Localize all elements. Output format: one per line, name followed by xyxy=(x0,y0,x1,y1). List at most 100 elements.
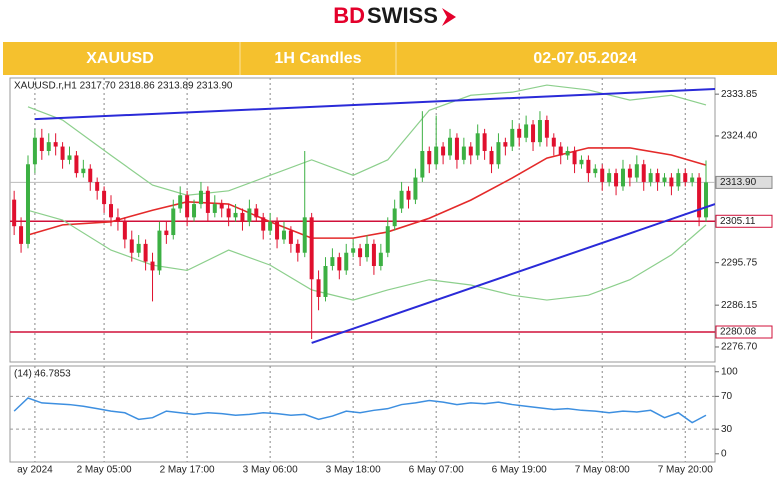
candle-body xyxy=(344,252,349,271)
candle-body xyxy=(655,173,660,182)
candle-body xyxy=(81,168,86,174)
candle-body xyxy=(115,217,120,222)
candle-body xyxy=(67,155,72,160)
candle-body xyxy=(261,217,266,231)
candle-body xyxy=(427,150,432,165)
logo-chevron xyxy=(442,8,456,26)
candle-body xyxy=(309,217,314,280)
current-price-box xyxy=(715,175,773,189)
candle-body xyxy=(461,146,466,160)
candle-body xyxy=(164,230,169,236)
candle-body xyxy=(572,150,577,165)
candle-body xyxy=(648,173,653,182)
candle-body xyxy=(109,204,114,218)
candle-body xyxy=(683,173,688,182)
candle-body xyxy=(558,146,563,156)
x-tick-label: 6 May 07:00 xyxy=(409,465,464,476)
candle-body xyxy=(704,182,709,218)
candle-body xyxy=(378,252,383,267)
y-tick-label: 70 xyxy=(721,391,733,402)
candle-body xyxy=(392,208,397,227)
candle-body xyxy=(441,146,446,156)
y-tick-label: 2333.85 xyxy=(721,89,758,100)
candle-body xyxy=(468,146,473,156)
candle-body xyxy=(641,164,646,182)
candle-body xyxy=(219,204,224,209)
candle-body xyxy=(302,217,307,253)
level-label-box xyxy=(715,214,773,228)
candle-body xyxy=(129,239,134,253)
candle-body xyxy=(489,150,494,165)
candle-body xyxy=(60,146,65,160)
candle-body xyxy=(330,257,335,267)
candle-body xyxy=(371,243,376,267)
candle-body xyxy=(53,142,58,147)
candle-body xyxy=(358,248,363,258)
y-tick-label: 0 xyxy=(721,448,727,459)
rsi-line xyxy=(13,397,707,424)
candle-body xyxy=(351,248,356,253)
candle-body xyxy=(19,226,24,244)
candle-body xyxy=(178,195,183,209)
candle-body xyxy=(74,155,79,174)
candle-body xyxy=(281,230,286,240)
candle-body xyxy=(88,168,93,182)
candle-body xyxy=(413,177,418,200)
candle-body xyxy=(102,190,107,205)
candle-body xyxy=(496,142,501,165)
x-tick-label: 7 May 08:00 xyxy=(575,465,630,476)
candle-body xyxy=(669,177,674,187)
level-label-box xyxy=(715,325,773,339)
candle-body xyxy=(510,128,515,147)
candle-body xyxy=(25,164,30,244)
candle-body xyxy=(600,168,605,182)
candle-body xyxy=(95,181,100,191)
candle-body xyxy=(565,150,570,156)
candle-body xyxy=(524,124,529,138)
candle-body xyxy=(185,195,190,218)
candle-body xyxy=(551,137,556,147)
candle-body xyxy=(531,124,536,143)
candle-body xyxy=(475,133,480,156)
current-price-label: 2313.90 xyxy=(720,177,757,188)
candle-body xyxy=(448,137,453,156)
y-tick-label: 2324.40 xyxy=(721,131,758,142)
rsi-panel-frame xyxy=(9,365,716,463)
candle-body xyxy=(399,190,404,209)
candle-body xyxy=(295,243,300,253)
price-panel-title: XAUUSD.r,H1 2317.70 2318.86 2313.89 2313… xyxy=(14,81,233,92)
candle-body xyxy=(620,168,625,187)
candle-body xyxy=(268,221,273,231)
candle-body xyxy=(136,243,141,253)
candle-body xyxy=(634,164,639,178)
candle-body xyxy=(420,150,425,178)
candle-body xyxy=(337,257,342,271)
candle-body xyxy=(12,199,17,227)
candle-body xyxy=(697,177,702,218)
candle-body xyxy=(143,243,148,262)
level-label: 2305.11 xyxy=(720,216,756,227)
candle-body xyxy=(607,173,612,182)
candle-body xyxy=(544,120,549,138)
x-tick-label: 7 May 20:00 xyxy=(658,465,713,476)
banner-dates: 02-07.05.2024 xyxy=(533,50,636,67)
y-tick-label: 30 xyxy=(721,424,733,435)
candle-body xyxy=(676,173,681,187)
candle-body xyxy=(171,208,176,236)
y-tick-label: 2276.70 xyxy=(721,342,758,353)
candle-body xyxy=(690,177,695,182)
candle-body xyxy=(275,221,280,240)
candle-body xyxy=(406,190,411,200)
candle-body xyxy=(316,279,321,297)
y-tick-label: 2286.15 xyxy=(721,300,758,311)
candle-body xyxy=(39,137,44,151)
candle-body xyxy=(254,208,259,218)
x-tick-label: 3 May 06:00 xyxy=(243,465,298,476)
rsi-plot xyxy=(10,366,715,462)
candle-body xyxy=(614,173,619,187)
candle-body xyxy=(150,261,155,271)
candle-body xyxy=(247,208,252,222)
candle-body xyxy=(593,168,598,174)
candle-body xyxy=(288,230,293,244)
